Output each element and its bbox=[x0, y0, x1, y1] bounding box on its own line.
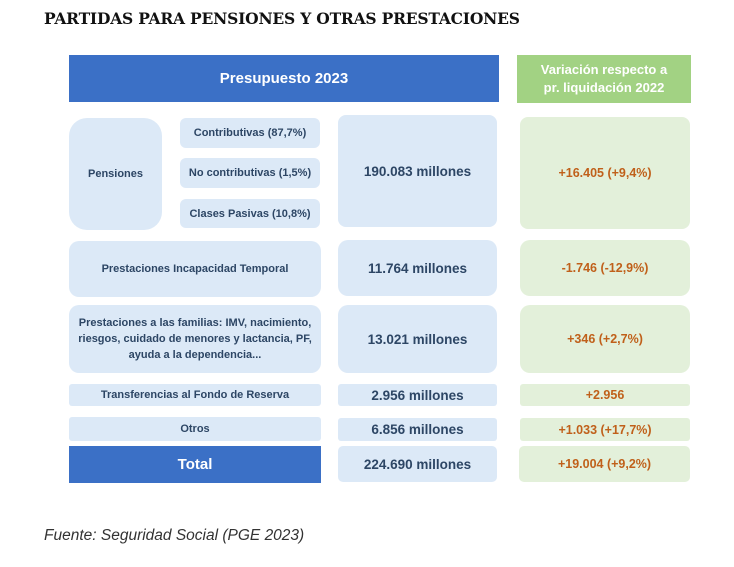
value-pensiones: 190.083 millones bbox=[338, 115, 497, 227]
sub-no-contributivas: No contributivas (1,5%) bbox=[180, 158, 320, 188]
page-title: PARTIDAS PARA PENSIONES Y OTRAS PRESTACI… bbox=[44, 9, 520, 28]
variation-total: +19.004 (+9,2%) bbox=[519, 446, 690, 482]
variation-otros: +1.033 (+17,7%) bbox=[520, 418, 690, 441]
variation-fondo-reserva: +2.956 bbox=[520, 384, 690, 406]
sub-contributivas: Contributivas (87,7%) bbox=[180, 118, 320, 148]
value-fondo-reserva: 2.956 millones bbox=[338, 384, 497, 406]
source-note: Fuente: Seguridad Social (PGE 2023) bbox=[44, 527, 305, 544]
row-label-pensiones: Pensiones bbox=[69, 118, 162, 230]
variation-incapacidad: -1.746 (-12,9%) bbox=[520, 240, 690, 296]
value-familias: 13.021 millones bbox=[338, 305, 497, 373]
variation-familias: +346 (+2,7%) bbox=[520, 305, 690, 373]
value-total: 224.690 millones bbox=[338, 446, 497, 482]
sub-clases-pasivas: Clases Pasivas (10,8%) bbox=[180, 199, 320, 228]
header-budget: Presupuesto 2023 bbox=[69, 55, 499, 102]
row-label-total: Total bbox=[69, 446, 321, 483]
variation-pensiones: +16.405 (+9,4%) bbox=[520, 117, 690, 229]
row-label-incapacidad: Prestaciones Incapacidad Temporal bbox=[69, 241, 321, 297]
value-otros: 6.856 millones bbox=[338, 418, 497, 441]
header-variation: Variación respecto a pr. liquidación 202… bbox=[517, 55, 691, 103]
row-label-fondo-reserva: Transferencias al Fondo de Reserva bbox=[69, 384, 321, 406]
value-incapacidad: 11.764 millones bbox=[338, 240, 497, 296]
row-label-familias: Prestaciones a las familias: IMV, nacimi… bbox=[69, 305, 321, 373]
row-label-otros: Otros bbox=[69, 417, 321, 441]
